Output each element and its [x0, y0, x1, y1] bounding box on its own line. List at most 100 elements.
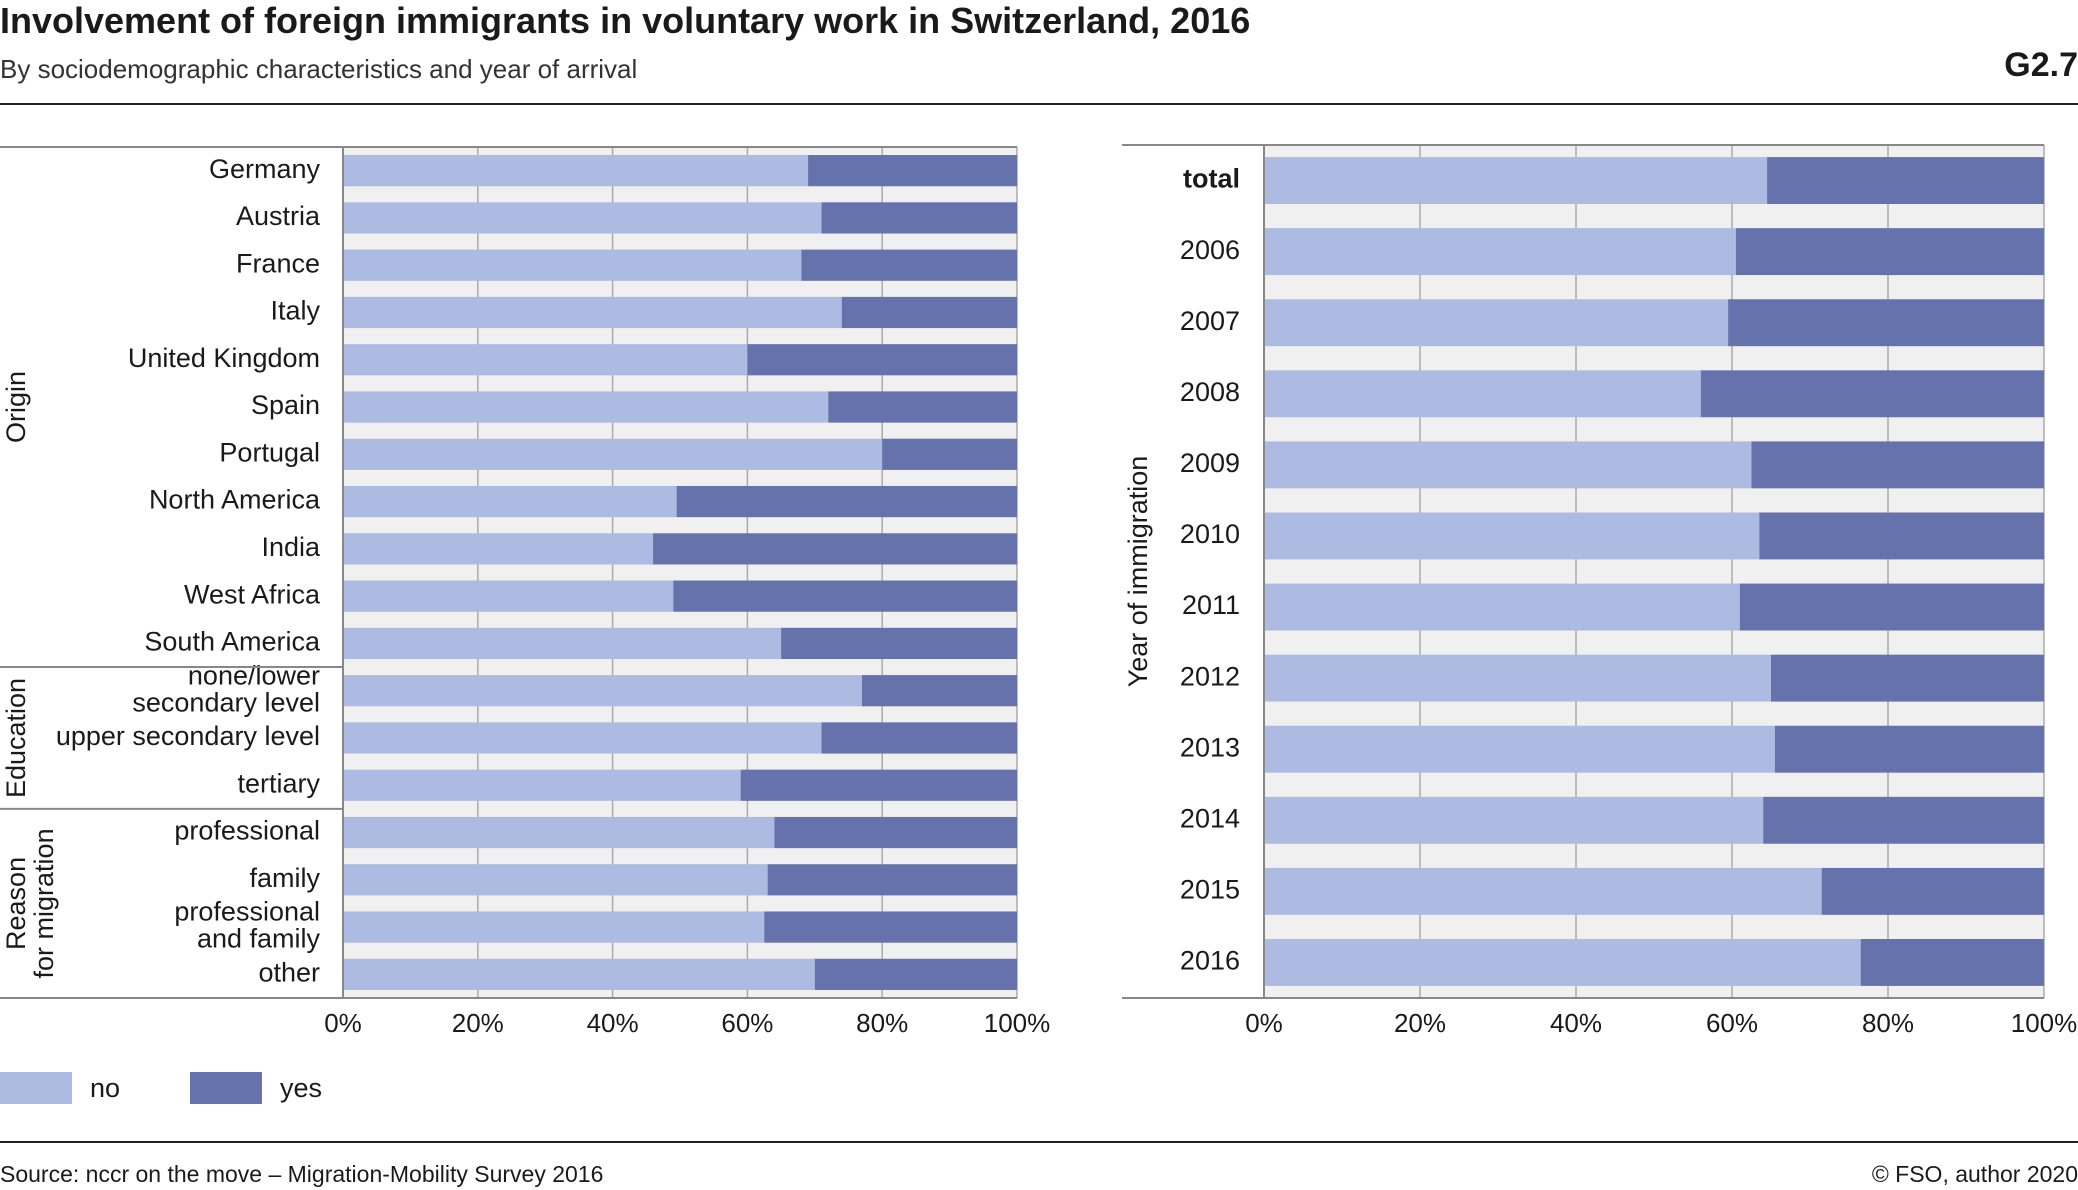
bar-yes-family: [767, 864, 1017, 896]
bar-yes-none-lower-secondary-level: [861, 675, 1017, 707]
bar-yes-other: [814, 958, 1017, 990]
legend-label-yes: yes: [280, 1072, 323, 1103]
category-label: Germany: [209, 154, 321, 184]
bar-no-2010: [1264, 512, 1760, 560]
category-label: other: [258, 957, 320, 987]
bar-yes-total: [1767, 157, 2044, 204]
category-label: 2010: [1180, 519, 1240, 549]
bar-yes-2007: [1728, 299, 2044, 347]
footer-rule: [0, 1141, 2078, 1143]
bar-no-north-america: [343, 485, 677, 518]
category-label: 2014: [1180, 803, 1240, 833]
bar-yes-united-kingdom: [747, 344, 1017, 376]
bar-yes-2009: [1751, 441, 2044, 489]
category-label: tertiary: [237, 768, 320, 798]
bar-no-2006: [1264, 228, 1736, 276]
x-tick-label: 100%: [984, 1008, 1051, 1038]
legend-swatch-no: [0, 1072, 72, 1104]
bar-no-portugal: [343, 438, 883, 470]
bar-yes-2016: [1860, 939, 2044, 986]
bar-no-italy: [343, 296, 842, 329]
category-label: professional: [174, 816, 320, 846]
x-tick-label: 60%: [1706, 1008, 1758, 1038]
bar-yes-2012: [1771, 654, 2044, 702]
category-label: 2009: [1180, 448, 1240, 478]
bar-yes-2013: [1774, 725, 2044, 773]
bar-no-total: [1264, 157, 1768, 204]
bar-no-2009: [1264, 441, 1752, 489]
bar-yes-upper-secondary-level: [821, 722, 1017, 754]
bar-no-germany: [343, 155, 809, 187]
bar-no-2007: [1264, 299, 1729, 347]
category-label: France: [236, 248, 320, 278]
bar-yes-2011: [1739, 583, 2044, 631]
category-label: none/lower secondary level: [132, 660, 320, 717]
bar-no-2012: [1264, 654, 1771, 702]
category-label: 2016: [1180, 946, 1240, 976]
bar-yes-france: [801, 249, 1017, 281]
bar-no-2013: [1264, 725, 1775, 773]
category-label: 2012: [1180, 661, 1240, 691]
bar-no-professional: [343, 816, 775, 849]
bar-yes-professional: [774, 816, 1017, 849]
bar-no-west-africa: [343, 580, 674, 612]
bar-yes-2006: [1735, 228, 2044, 276]
chart-code: G2.7: [2004, 46, 2078, 84]
bar-no-austria: [343, 202, 822, 234]
bar-yes-germany: [808, 155, 1017, 187]
x-tick-label: 0%: [324, 1008, 362, 1038]
bar-no-2011: [1264, 583, 1740, 631]
x-tick-label: 40%: [1550, 1008, 1602, 1038]
bar-no-india: [343, 533, 654, 565]
bar-yes-2008: [1700, 370, 2044, 418]
x-tick-label: 0%: [1245, 1008, 1283, 1038]
bar-no-family: [343, 864, 768, 896]
bar-yes-2014: [1763, 796, 2044, 844]
bar-no-2016: [1264, 939, 1861, 986]
chart-subtitle: By sociodemographic characteristics and …: [0, 54, 638, 84]
category-label: Austria: [236, 201, 321, 231]
category-label: Portugal: [219, 437, 320, 467]
chart-canvas: 0% 20% 40% 60% 80% 100% Germany Austria France It…: [0, 144, 2077, 1038]
category-label: South America: [144, 627, 321, 657]
category-label: 2013: [1180, 732, 1240, 762]
bar-yes-professional-and-family: [764, 911, 1017, 943]
x-tick-label: 20%: [452, 1008, 504, 1038]
x-tick-label: 80%: [1862, 1008, 1914, 1038]
chart-title: Involvement of foreign immigrants in vol…: [0, 0, 1251, 41]
category-label: 2006: [1180, 235, 1240, 265]
group-label-education: Education: [1, 678, 31, 798]
bar-yes-north-america: [676, 485, 1017, 518]
category-label: 2011: [1182, 590, 1240, 620]
bar-no-tertiary: [343, 769, 741, 801]
bar-no-upper-secondary-level: [343, 722, 822, 754]
bar-no-professional-and-family: [343, 911, 765, 943]
bar-yes-spain: [828, 391, 1017, 423]
category-label: Italy: [270, 296, 320, 326]
group-label-origin: Origin: [1, 371, 31, 443]
bar-no-south-america: [343, 627, 782, 660]
bar-no-spain: [343, 391, 829, 423]
bar-yes-italy: [841, 296, 1017, 329]
bar-no-other: [343, 958, 815, 990]
bar-no-2015: [1264, 867, 1822, 915]
bar-yes-india: [653, 533, 1017, 565]
legend-swatch-yes: [190, 1072, 262, 1104]
bar-no-none-lower-secondary-level: [343, 675, 862, 707]
group-label-reason-for-migration: Reasonfor migration: [1, 828, 59, 978]
source-note: Source: nccr on the move – Migration-Mob…: [0, 1161, 604, 1187]
y-axis-title: Year of immigration: [1123, 456, 1153, 688]
bar-no-united-kingdom: [343, 344, 748, 376]
category-label: Spain: [251, 390, 320, 420]
category-label: North America: [149, 485, 321, 515]
legend-label-no: no: [90, 1072, 121, 1103]
bar-yes-austria: [821, 202, 1017, 234]
x-tick-label: 80%: [856, 1008, 908, 1038]
category-label: upper secondary level: [56, 721, 320, 751]
category-label: 2007: [1180, 306, 1240, 336]
x-tick-label: 40%: [587, 1008, 639, 1038]
x-tick-label: 20%: [1394, 1008, 1446, 1038]
header-rule: [0, 103, 2078, 105]
bar-no-2008: [1264, 370, 1701, 418]
category-label: 2008: [1180, 377, 1240, 407]
